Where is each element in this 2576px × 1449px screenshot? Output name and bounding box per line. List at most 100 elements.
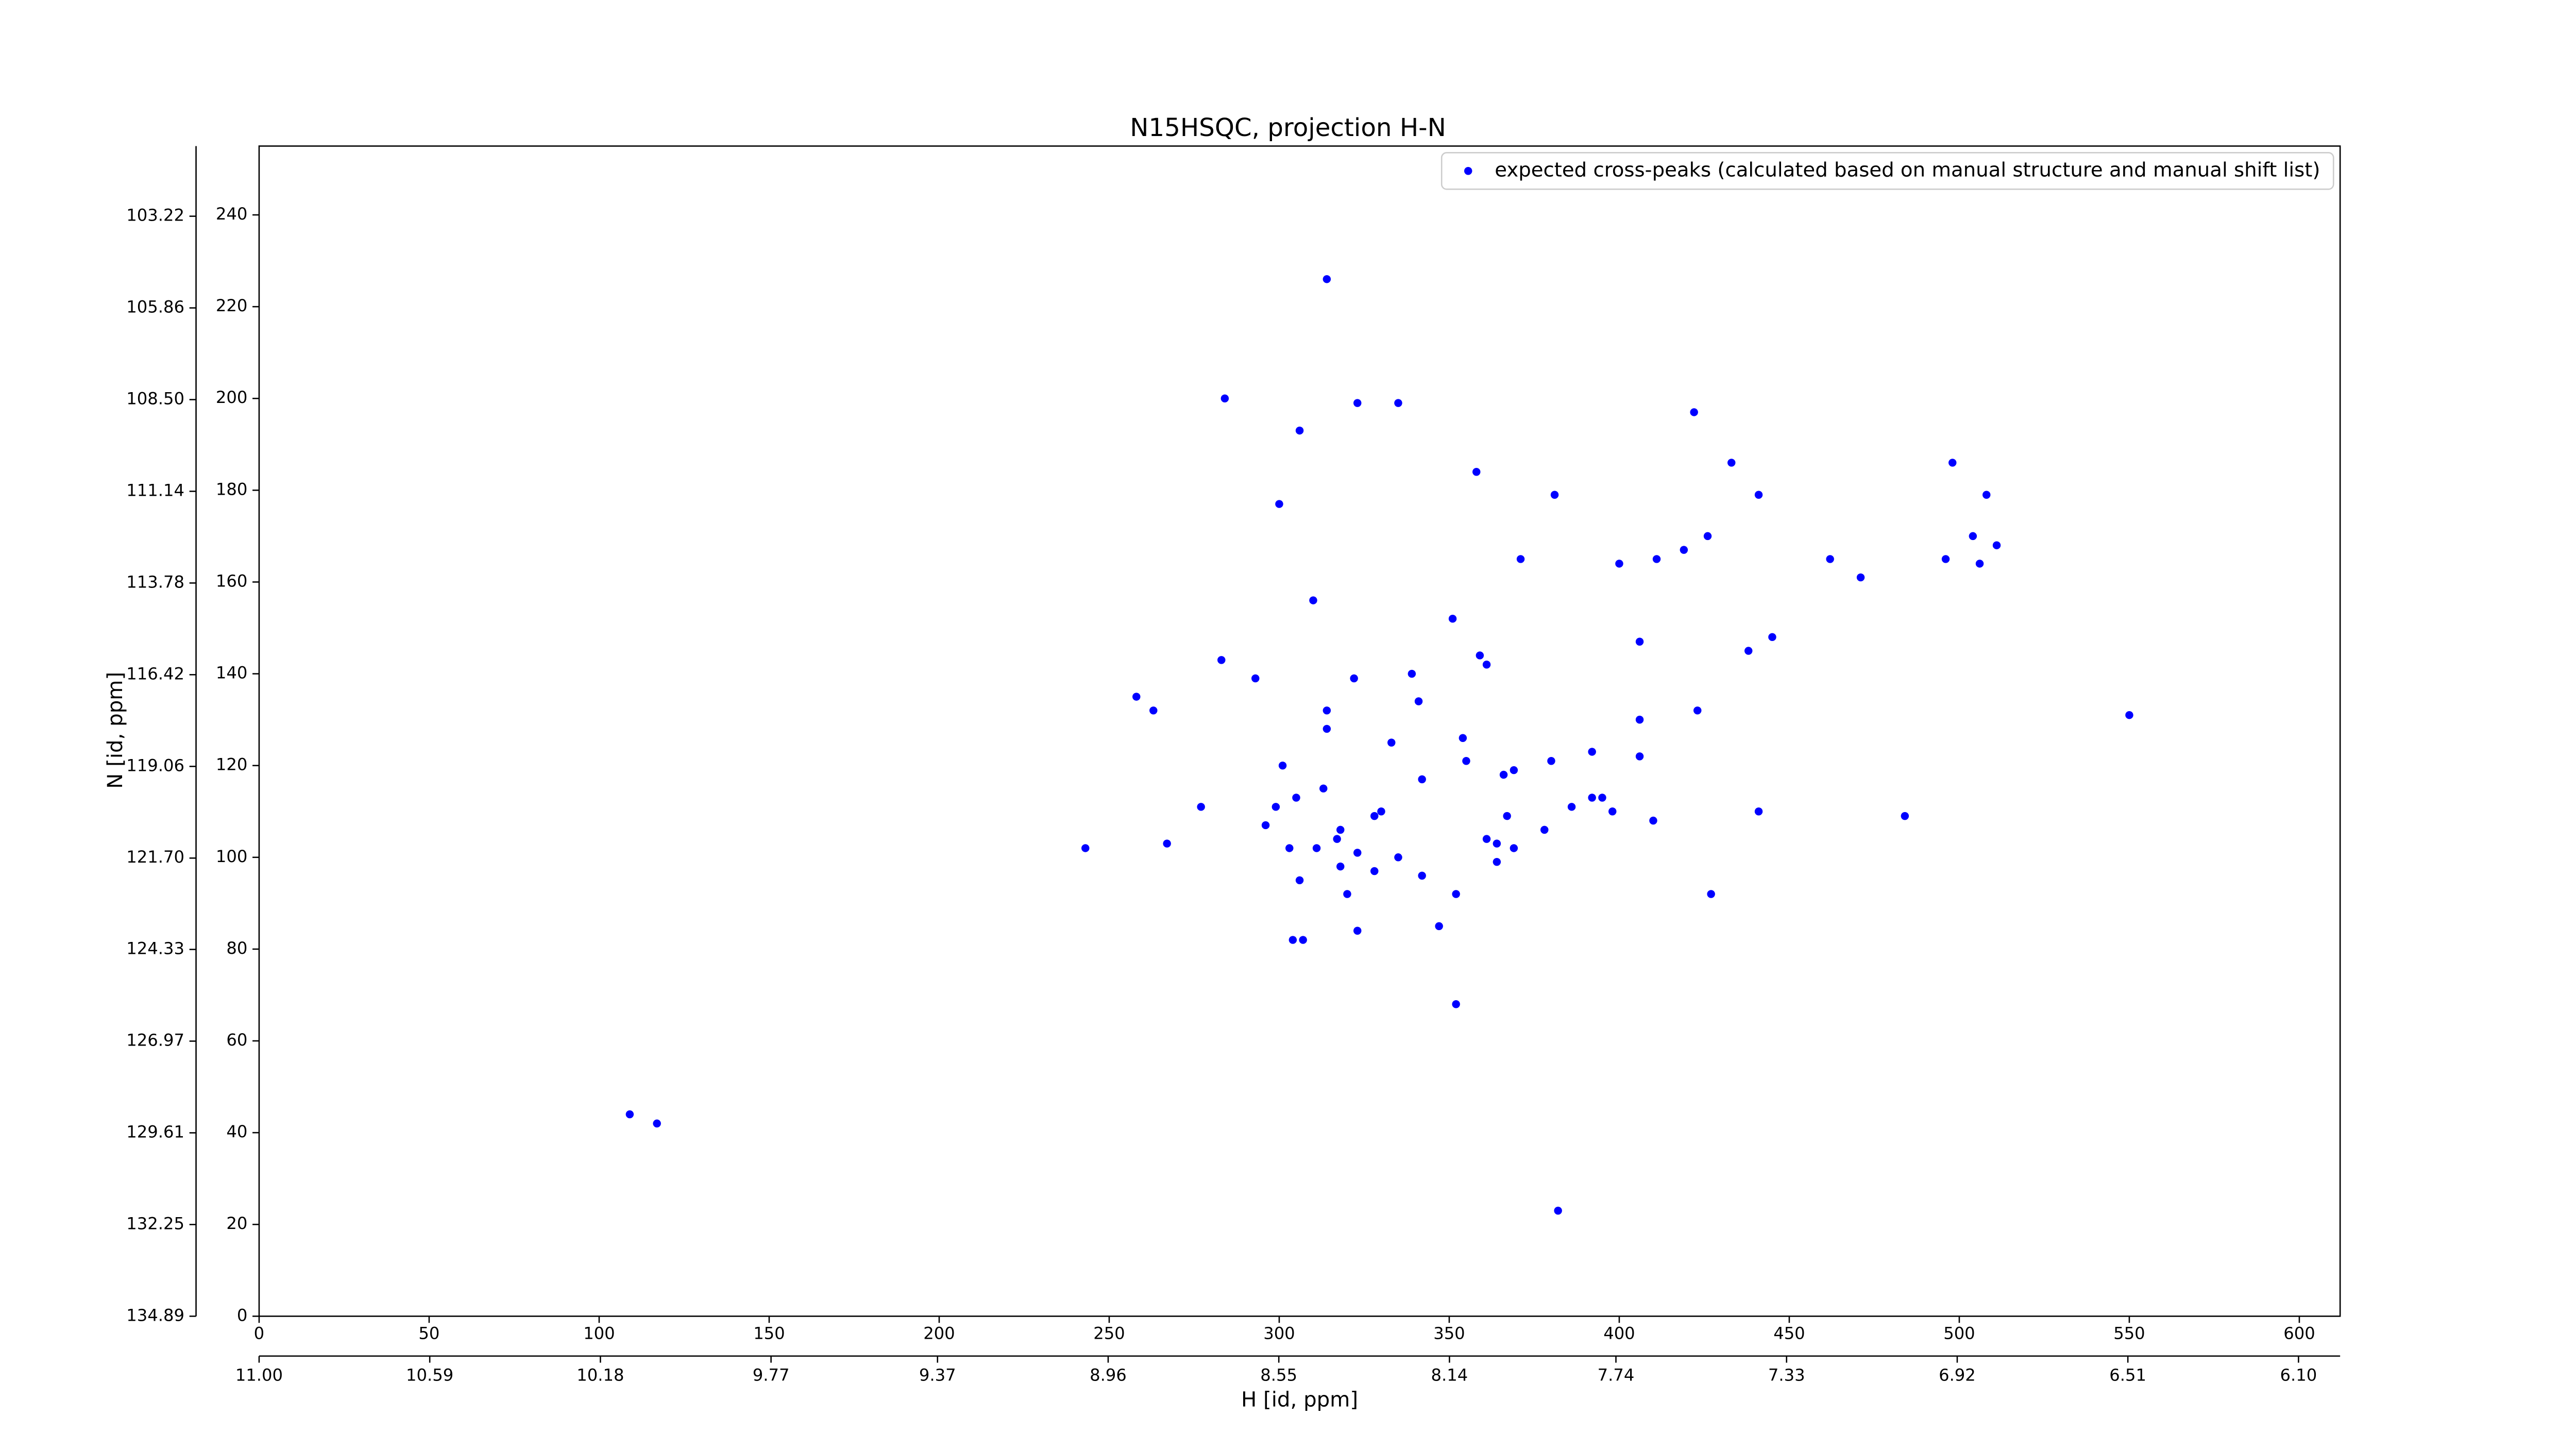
cross-peak — [1353, 926, 1362, 935]
y-tick-label: 140 — [216, 663, 247, 683]
cross-peak — [1969, 532, 1977, 541]
cross-peak — [1707, 890, 1715, 898]
cross-peak — [1598, 794, 1606, 802]
y-tick-label: 180 — [216, 479, 247, 499]
x-tick-label: 500 — [1943, 1324, 1975, 1343]
cross-peak — [1251, 674, 1260, 683]
cross-peak — [1493, 839, 1501, 848]
x2-tick-label: 10.59 — [406, 1365, 453, 1385]
y2-tick-label: 103.22 — [126, 206, 184, 225]
x2-tick-label: 10.18 — [577, 1365, 624, 1385]
cross-peak — [1510, 766, 1518, 774]
cross-peak — [1394, 853, 1402, 862]
cross-peak — [1333, 835, 1341, 843]
cross-peak — [1462, 757, 1470, 765]
cross-peak — [1149, 706, 1158, 715]
x2-tick-label: 6.51 — [2109, 1365, 2146, 1385]
y-tick-label: 60 — [226, 1030, 247, 1050]
x-tick-label: 50 — [418, 1324, 439, 1343]
cross-peak — [1690, 408, 1698, 416]
cross-peak — [1727, 459, 1736, 467]
x-tick-label: 300 — [1263, 1324, 1295, 1343]
cross-peak — [1516, 555, 1525, 563]
cross-peak — [1768, 633, 1776, 642]
cross-peak — [1948, 459, 1957, 467]
cross-peak — [1295, 876, 1304, 885]
y-tick-label: 240 — [216, 204, 247, 224]
cross-peak — [1295, 426, 1304, 435]
cross-peak — [1703, 532, 1712, 541]
cross-peak — [653, 1119, 661, 1128]
cross-peak — [1377, 807, 1385, 816]
x-tick-label: 400 — [1603, 1324, 1635, 1343]
y-tick-label: 80 — [226, 938, 247, 958]
cross-peak — [1459, 734, 1467, 742]
cross-peak — [1754, 807, 1763, 816]
cross-peak — [1323, 724, 1331, 733]
cross-peak — [1221, 394, 1229, 402]
cross-peak — [1744, 647, 1753, 655]
cross-peak — [1482, 835, 1491, 843]
chart-title: N15HSQC, projection H-N — [1130, 113, 1446, 142]
cross-peak — [1856, 573, 1865, 582]
cross-peak — [1323, 275, 1331, 283]
cross-peak — [1275, 500, 1283, 508]
cross-peak — [1418, 775, 1426, 784]
cross-peak — [1418, 871, 1426, 880]
legend-marker — [1464, 167, 1472, 175]
cross-peak — [1540, 825, 1549, 834]
y-axis-label: N [id, ppm] — [104, 672, 127, 789]
cross-peak — [1510, 844, 1518, 852]
x2-tick-label: 7.74 — [1598, 1365, 1635, 1385]
cross-peak — [1350, 674, 1358, 683]
cross-peak — [1336, 862, 1345, 871]
cross-peak — [1081, 844, 1090, 852]
x2-tick-label: 8.55 — [1260, 1365, 1297, 1385]
cross-peak — [1272, 803, 1280, 811]
cross-peak — [1499, 770, 1508, 779]
cross-peak — [1452, 890, 1460, 898]
legend: expected cross-peaks (calculated based o… — [1440, 152, 2334, 190]
cross-peak — [1608, 807, 1617, 816]
cross-peak — [1299, 936, 1307, 944]
cross-peak — [1680, 546, 1688, 554]
cross-peak — [1503, 812, 1511, 820]
cross-peak — [1550, 491, 1559, 499]
y2-tick-label: 134.89 — [126, 1305, 184, 1325]
x2-tick-label: 9.37 — [919, 1365, 956, 1385]
x2-tick-label: 8.14 — [1431, 1365, 1468, 1385]
cross-peak — [1289, 936, 1297, 944]
legend-box — [1440, 152, 2334, 190]
cross-peak — [1370, 812, 1379, 820]
x-tick-label: 450 — [1773, 1324, 1805, 1343]
plot-frame — [258, 145, 2341, 1317]
cross-peak — [1754, 491, 1763, 499]
cross-peak — [1588, 794, 1596, 802]
cross-peak — [1323, 706, 1331, 715]
cross-peak — [1547, 757, 1555, 765]
cross-peak — [1615, 560, 1623, 568]
cross-peak — [1826, 555, 1834, 563]
cross-peak — [1649, 816, 1657, 825]
y2-tick-label: 113.78 — [126, 572, 184, 592]
cross-peak — [1635, 637, 1644, 646]
y-tick-label: 160 — [216, 571, 247, 591]
y-tick-label: 100 — [216, 847, 247, 866]
cross-peak — [1309, 596, 1317, 604]
cross-peak — [2125, 711, 2133, 719]
x2-tick-label: 6.92 — [1939, 1365, 1976, 1385]
y2-tick-label: 126.97 — [126, 1030, 184, 1050]
cross-peak — [1635, 752, 1644, 761]
cross-peak — [1408, 669, 1416, 678]
x-tick-label: 0 — [254, 1324, 265, 1343]
x-tick-label: 600 — [2283, 1324, 2315, 1343]
cross-peak — [1312, 844, 1321, 852]
cross-peak — [1693, 706, 1702, 715]
cross-peak — [1493, 857, 1501, 866]
y-tick-label: 0 — [237, 1305, 248, 1325]
cross-peak — [1353, 399, 1362, 407]
x2-tick-label: 11.00 — [235, 1365, 283, 1385]
cross-peak — [1554, 1206, 1562, 1215]
cross-peak — [1217, 656, 1226, 664]
cross-peak — [1901, 812, 1909, 820]
